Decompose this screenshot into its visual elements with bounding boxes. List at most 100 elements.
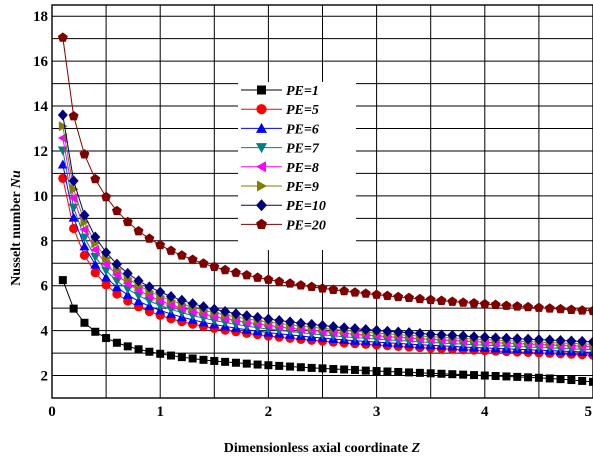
data-point (122, 216, 133, 227)
data-point (479, 298, 490, 309)
data-point (112, 338, 121, 347)
y-axis-label: Nusselt number Nu (9, 170, 24, 286)
series-layer (57, 32, 593, 386)
data-point (577, 305, 588, 315)
data-point (534, 373, 543, 382)
data-point (285, 316, 296, 328)
data-point (448, 370, 457, 379)
data-point (198, 301, 209, 313)
data-point (144, 233, 155, 243)
data-point (479, 331, 490, 343)
data-point (79, 209, 90, 221)
data-point (111, 258, 122, 270)
data-point (414, 293, 425, 304)
x-axis-label-text: Dimensionless axial coordinate (224, 441, 408, 456)
data-point (90, 252, 101, 262)
data-point (544, 334, 555, 346)
data-point (187, 298, 198, 310)
data-point (523, 333, 534, 345)
data-point (436, 329, 447, 341)
data-point (393, 326, 404, 338)
data-point (458, 330, 469, 342)
data-point (133, 285, 143, 296)
data-point (264, 361, 273, 370)
legend-item: PE=6 (241, 122, 319, 137)
data-point (144, 281, 155, 293)
data-point (329, 365, 338, 374)
y-tick-label: 16 (33, 54, 49, 70)
data-point (285, 278, 295, 288)
data-point (111, 282, 122, 292)
data-point (210, 356, 219, 365)
data-point (79, 224, 89, 235)
data-point (404, 327, 415, 339)
legend-marker (256, 199, 267, 212)
data-point (57, 109, 68, 121)
data-point (91, 327, 100, 336)
data-point (318, 364, 327, 373)
y-axis-label-text: Nusselt number (9, 192, 24, 286)
data-point (166, 245, 176, 255)
data-point (533, 302, 544, 312)
data-point (502, 372, 511, 381)
data-point (79, 149, 90, 159)
data-point (112, 289, 122, 299)
y-tick-label: 6 (41, 279, 49, 295)
data-point (544, 303, 555, 313)
legend-item: PE=8 (241, 161, 319, 176)
data-point (69, 184, 79, 195)
x-tick-label: 4 (481, 404, 489, 420)
data-point (588, 336, 593, 348)
data-point (209, 261, 220, 272)
series-pe-20 (57, 32, 593, 316)
data-point (274, 276, 285, 286)
data-point (176, 294, 187, 306)
data-point (382, 325, 393, 337)
data-point (57, 32, 68, 42)
data-point (286, 362, 295, 371)
data-point (317, 319, 328, 331)
data-point (328, 284, 339, 294)
data-point (133, 275, 144, 287)
data-point (328, 321, 339, 333)
data-point (339, 322, 350, 334)
data-point (220, 264, 231, 275)
legend-label: PE=20 (286, 218, 326, 233)
data-point (57, 146, 68, 156)
data-point (371, 289, 382, 299)
data-point (90, 173, 101, 184)
data-point (426, 369, 435, 378)
data-point (513, 372, 522, 381)
data-point (523, 301, 534, 312)
data-point (144, 291, 154, 302)
legend-label: PE=7 (286, 142, 320, 157)
data-point (555, 335, 566, 347)
data-point (123, 342, 132, 351)
series-pe-1 (58, 276, 593, 386)
data-point (404, 292, 415, 303)
legend-item: PE=20 (241, 218, 326, 233)
data-point (274, 315, 285, 327)
data-point (111, 269, 121, 280)
data-point (512, 333, 523, 345)
data-point (490, 299, 501, 310)
data-point (447, 296, 458, 306)
data-point (306, 281, 317, 292)
plot-frame (51, 4, 593, 399)
data-point (394, 367, 403, 376)
data-point (480, 371, 489, 380)
data-point (415, 368, 424, 377)
data-point (101, 280, 111, 290)
data-point (156, 349, 165, 358)
data-point (382, 290, 393, 301)
data-point (122, 267, 133, 279)
data-point (188, 354, 197, 363)
data-point (566, 304, 577, 314)
data-point (69, 223, 79, 234)
data-point (349, 323, 360, 335)
data-point (501, 332, 512, 344)
y-axis-label-var: Nu (9, 170, 24, 189)
data-point (167, 351, 176, 360)
data-point (490, 332, 501, 344)
y-tick-label: 8 (41, 234, 49, 250)
